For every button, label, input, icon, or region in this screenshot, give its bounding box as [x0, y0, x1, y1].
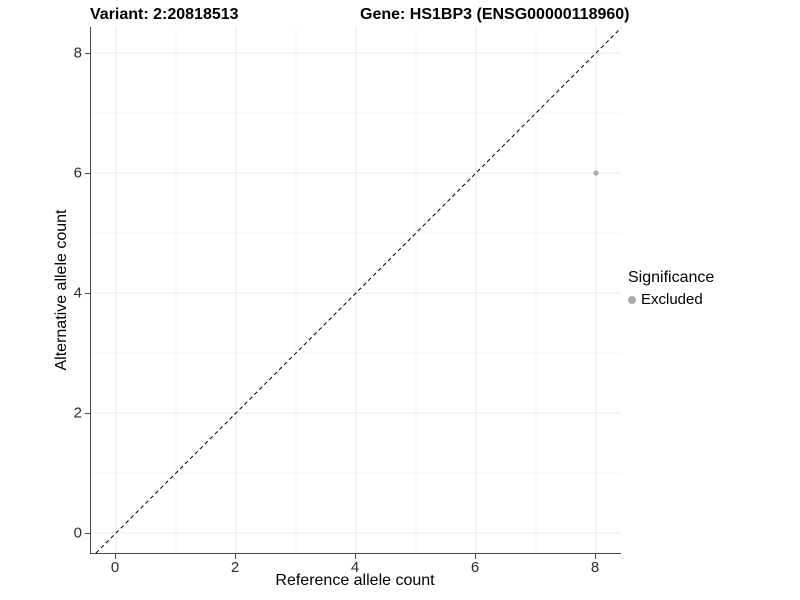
x-tick-mark [355, 554, 356, 559]
legend-point-marker-icon [628, 296, 636, 304]
x-tick-label: 4 [350, 559, 360, 576]
identity-line [95, 27, 621, 553]
plot-canvas [91, 27, 621, 553]
x-axis-title: Reference allele count [275, 572, 435, 589]
data-point [593, 170, 599, 176]
x-tick-mark [594, 554, 596, 559]
y-tick-label: 8 [73, 44, 82, 62]
plot-title-variant: Variant: 2:20818513 [90, 6, 239, 23]
x-tick-mark [235, 554, 236, 559]
y-tick-mark [85, 533, 90, 534]
plot-panel [90, 27, 621, 554]
legend: Significance Excluded [628, 268, 714, 309]
x-tick-label: 6 [470, 559, 480, 576]
y-tick-label: 6 [73, 164, 82, 182]
y-tick-label: 4 [73, 284, 82, 302]
plot-title-gene: Gene: HS1BP3 (ENSG00000118960) [360, 6, 630, 23]
y-tick-mark [85, 413, 90, 414]
x-tick-label: 2 [230, 559, 240, 576]
y-tick-mark [85, 172, 90, 174]
y-tick-mark [85, 52, 90, 54]
y-tick-mark [85, 293, 90, 294]
y-tick-label: 2 [73, 404, 82, 422]
legend-item-label: Excluded [641, 291, 703, 308]
x-tick-label: 0 [110, 559, 120, 576]
x-tick-mark [474, 554, 476, 559]
x-tick-mark [115, 554, 116, 559]
legend-title: Significance [628, 269, 715, 286]
y-tick-label: 0 [73, 524, 82, 542]
legend-item-excluded: Excluded [628, 291, 714, 309]
x-tick-label: 8 [590, 559, 600, 576]
y-axis-title: Alternative allele count [53, 209, 70, 371]
